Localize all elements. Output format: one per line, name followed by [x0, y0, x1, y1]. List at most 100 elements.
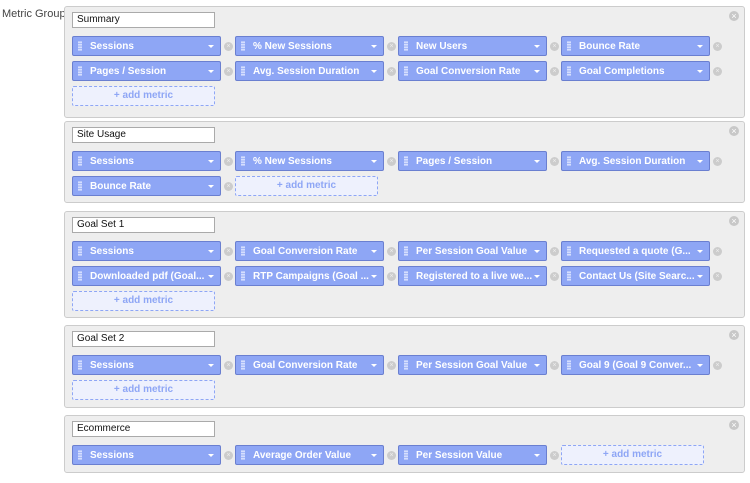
- drag-handle-icon[interactable]: [404, 271, 408, 281]
- metric-dropdown[interactable]: Sessions: [72, 241, 221, 261]
- add-metric-button[interactable]: + add metric: [72, 86, 215, 106]
- remove-metric-icon[interactable]: ×: [550, 246, 559, 256]
- metric-dropdown[interactable]: Goal Conversion Rate: [235, 241, 384, 261]
- remove-metric-icon[interactable]: ×: [224, 360, 233, 370]
- metric-dropdown[interactable]: Requested a quote (G...: [561, 241, 710, 261]
- metric-dropdown[interactable]: Sessions: [72, 355, 221, 375]
- close-icon[interactable]: ×: [729, 420, 739, 430]
- remove-metric-icon[interactable]: ×: [387, 41, 396, 51]
- metric-dropdown[interactable]: Goal Completions: [561, 61, 710, 81]
- metric-dropdown[interactable]: Bounce Rate: [561, 36, 710, 56]
- remove-metric-icon[interactable]: ×: [387, 246, 396, 256]
- metric-dropdown[interactable]: Downloaded pdf (Goal...: [72, 266, 221, 286]
- drag-handle-icon[interactable]: [241, 41, 245, 51]
- drag-handle-icon[interactable]: [404, 41, 408, 51]
- metric-dropdown[interactable]: % New Sessions: [235, 151, 384, 171]
- group-name-input[interactable]: Goal Set 1: [72, 217, 215, 233]
- metric-dropdown[interactable]: Per Session Goal Value: [398, 241, 547, 261]
- metric-dropdown[interactable]: Avg. Session Duration: [561, 151, 710, 171]
- close-icon[interactable]: ×: [729, 11, 739, 21]
- remove-metric-icon[interactable]: ×: [713, 246, 722, 256]
- metric-dropdown[interactable]: Pages / Session: [398, 151, 547, 171]
- remove-metric-icon[interactable]: ×: [550, 271, 559, 281]
- drag-handle-icon[interactable]: [404, 246, 408, 256]
- drag-handle-icon[interactable]: [78, 66, 82, 76]
- metric-dropdown[interactable]: Contact Us (Site Searc...: [561, 266, 710, 286]
- drag-handle-icon[interactable]: [78, 450, 82, 460]
- metric-dropdown[interactable]: Bounce Rate: [72, 176, 221, 196]
- add-metric-button[interactable]: + add metric: [561, 445, 704, 465]
- drag-handle-icon[interactable]: [404, 450, 408, 460]
- remove-metric-icon[interactable]: ×: [387, 450, 396, 460]
- group-name-input[interactable]: Site Usage: [72, 127, 215, 143]
- drag-handle-icon[interactable]: [78, 360, 82, 370]
- add-metric-button[interactable]: + add metric: [72, 291, 215, 311]
- add-metric-button[interactable]: + add metric: [235, 176, 378, 196]
- drag-handle-icon[interactable]: [567, 360, 571, 370]
- metric-dropdown[interactable]: Goal Conversion Rate: [235, 355, 384, 375]
- drag-handle-icon[interactable]: [404, 156, 408, 166]
- remove-metric-icon[interactable]: ×: [713, 66, 722, 76]
- metric-dropdown[interactable]: New Users: [398, 36, 547, 56]
- drag-handle-icon[interactable]: [567, 271, 571, 281]
- drag-handle-icon[interactable]: [78, 271, 82, 281]
- metric-dropdown[interactable]: % New Sessions: [235, 36, 384, 56]
- remove-metric-icon[interactable]: ×: [387, 360, 396, 370]
- chevron-down-icon: [371, 249, 377, 253]
- metric-dropdown[interactable]: Sessions: [72, 151, 221, 171]
- remove-metric-icon[interactable]: ×: [713, 41, 722, 51]
- metric-dropdown[interactable]: RTP Campaigns (Goal ...: [235, 266, 384, 286]
- metric-dropdown[interactable]: Registered to a live we...: [398, 266, 547, 286]
- metric-dropdown[interactable]: Goal Conversion Rate: [398, 61, 547, 81]
- remove-metric-icon[interactable]: ×: [224, 66, 233, 76]
- metric-dropdown[interactable]: Sessions: [72, 445, 221, 465]
- drag-handle-icon[interactable]: [78, 156, 82, 166]
- remove-metric-icon[interactable]: ×: [713, 271, 722, 281]
- remove-metric-icon[interactable]: ×: [387, 66, 396, 76]
- remove-metric-icon[interactable]: ×: [387, 271, 396, 281]
- remove-metric-icon[interactable]: ×: [550, 156, 559, 166]
- remove-metric-icon[interactable]: ×: [550, 41, 559, 51]
- group-name-input[interactable]: Goal Set 2: [72, 331, 215, 347]
- group-name-input[interactable]: Ecommerce: [72, 421, 215, 437]
- remove-metric-icon[interactable]: ×: [713, 156, 722, 166]
- drag-handle-icon[interactable]: [78, 246, 82, 256]
- drag-handle-icon[interactable]: [404, 360, 408, 370]
- drag-handle-icon[interactable]: [567, 41, 571, 51]
- metric-dropdown[interactable]: Avg. Session Duration: [235, 61, 384, 81]
- drag-handle-icon[interactable]: [241, 66, 245, 76]
- remove-metric-icon[interactable]: ×: [387, 156, 396, 166]
- drag-handle-icon[interactable]: [567, 66, 571, 76]
- close-icon[interactable]: ×: [729, 330, 739, 340]
- drag-handle-icon[interactable]: [241, 450, 245, 460]
- remove-metric-icon[interactable]: ×: [224, 181, 233, 191]
- add-metric-button[interactable]: + add metric: [72, 380, 215, 400]
- remove-metric-icon[interactable]: ×: [224, 41, 233, 51]
- remove-metric-icon[interactable]: ×: [713, 360, 722, 370]
- remove-metric-icon[interactable]: ×: [224, 450, 233, 460]
- drag-handle-icon[interactable]: [567, 246, 571, 256]
- metric-dropdown[interactable]: Sessions: [72, 36, 221, 56]
- close-icon[interactable]: ×: [729, 216, 739, 226]
- drag-handle-icon[interactable]: [241, 246, 245, 256]
- drag-handle-icon[interactable]: [241, 156, 245, 166]
- drag-handle-icon[interactable]: [78, 181, 82, 191]
- drag-handle-icon[interactable]: [241, 360, 245, 370]
- metric-dropdown[interactable]: Per Session Value: [398, 445, 547, 465]
- metric-dropdown[interactable]: Per Session Goal Value: [398, 355, 547, 375]
- remove-metric-icon[interactable]: ×: [550, 66, 559, 76]
- drag-handle-icon[interactable]: [78, 41, 82, 51]
- group-name-input[interactable]: Summary: [72, 12, 215, 28]
- remove-metric-icon[interactable]: ×: [550, 450, 559, 460]
- drag-handle-icon[interactable]: [404, 66, 408, 76]
- drag-handle-icon[interactable]: [567, 156, 571, 166]
- metric-dropdown[interactable]: Pages / Session: [72, 61, 221, 81]
- metric-dropdown[interactable]: Goal 9 (Goal 9 Conver...: [561, 355, 710, 375]
- remove-metric-icon[interactable]: ×: [224, 246, 233, 256]
- remove-metric-icon[interactable]: ×: [224, 156, 233, 166]
- metric-dropdown[interactable]: Average Order Value: [235, 445, 384, 465]
- drag-handle-icon[interactable]: [241, 271, 245, 281]
- remove-metric-icon[interactable]: ×: [550, 360, 559, 370]
- close-icon[interactable]: ×: [729, 126, 739, 136]
- remove-metric-icon[interactable]: ×: [224, 271, 233, 281]
